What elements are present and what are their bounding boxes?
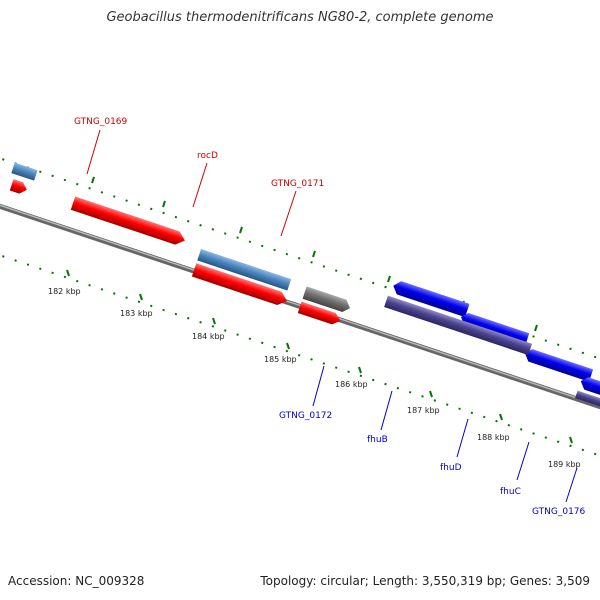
gene-feature-steel <box>197 249 292 291</box>
kbp-labels: 182 kbp 183 kbp 184 kbp 185 kbp 186 kbp … <box>48 287 581 469</box>
kbp-label: 188 kbp <box>477 433 510 442</box>
inner-tick-rail <box>0 254 600 457</box>
label-connector <box>86 129 101 175</box>
forward-gene-labels: GTNG_0169 rocD GTNG_0171 <box>74 117 324 237</box>
kbp-label: 184 kbp <box>192 332 225 341</box>
gene-label: GTNG_0172 <box>279 411 332 421</box>
gene-label: GTNG_0176 <box>532 507 586 517</box>
label-connector <box>312 365 325 407</box>
gene-feature-purple <box>384 295 533 356</box>
gene-label: rocD <box>197 151 218 161</box>
label-connector <box>380 390 393 431</box>
major-tick <box>358 366 362 374</box>
pseudo-gene-arrow <box>302 286 350 313</box>
gene-label: GTNG_0171 <box>271 179 324 189</box>
major-tick <box>286 342 290 350</box>
kbp-label: 185 kbp <box>264 355 297 364</box>
major-tick <box>66 269 70 277</box>
map-title: Geobacillus thermodenitrificans NG80-2, … <box>106 10 494 25</box>
forward-features <box>9 162 350 325</box>
label-connector <box>280 190 297 237</box>
major-tick <box>429 390 433 398</box>
cds-arrow-red <box>9 179 27 194</box>
cds-arrow-blue <box>524 349 594 382</box>
gene-label: fhuC <box>500 487 521 497</box>
cds-arrow-red <box>297 301 341 325</box>
reverse-gene-labels: GTNG_0172 fhuB fhuD fhuC GTNG_0176 <box>279 365 586 517</box>
cds-arrow-red <box>70 196 185 245</box>
major-tick <box>139 293 143 301</box>
kbp-label: 189 kbp <box>548 460 581 469</box>
major-tick <box>499 413 503 421</box>
backbone-line-highlight <box>0 204 600 407</box>
kbp-label: 186 kbp <box>335 380 368 389</box>
major-tick <box>534 324 538 332</box>
major-tick <box>212 317 216 325</box>
major-tick <box>312 250 316 258</box>
label-connector <box>192 162 208 208</box>
label-connector <box>456 418 469 458</box>
gene-feature-purple <box>575 390 600 419</box>
gene-label: fhuD <box>440 463 462 473</box>
major-tick <box>91 176 95 184</box>
major-tick <box>239 226 243 234</box>
label-connector <box>565 467 578 503</box>
major-tick <box>387 275 391 283</box>
cds-arrow-blue <box>393 281 470 318</box>
gene-feature-steel <box>11 162 38 181</box>
kbp-label: 182 kbp <box>48 287 81 296</box>
genome-summary-text: Topology: circular; Length: 3,550,319 bp… <box>260 574 590 588</box>
major-tick <box>569 436 573 444</box>
inner-major-ticks <box>66 269 573 444</box>
outer-tick-rail <box>0 157 600 360</box>
kbp-label: 187 kbp <box>407 406 440 415</box>
kbp-label: 183 kbp <box>120 309 153 318</box>
cds-arrow-blue <box>580 377 600 410</box>
accession-text: Accession: NC_009328 <box>8 574 145 588</box>
gene-label: fhuB <box>367 435 388 445</box>
gene-label: GTNG_0169 <box>74 117 128 127</box>
cds-arrow-red <box>191 263 288 306</box>
label-connector <box>516 441 530 481</box>
reverse-features <box>384 281 600 419</box>
major-tick <box>162 200 166 208</box>
